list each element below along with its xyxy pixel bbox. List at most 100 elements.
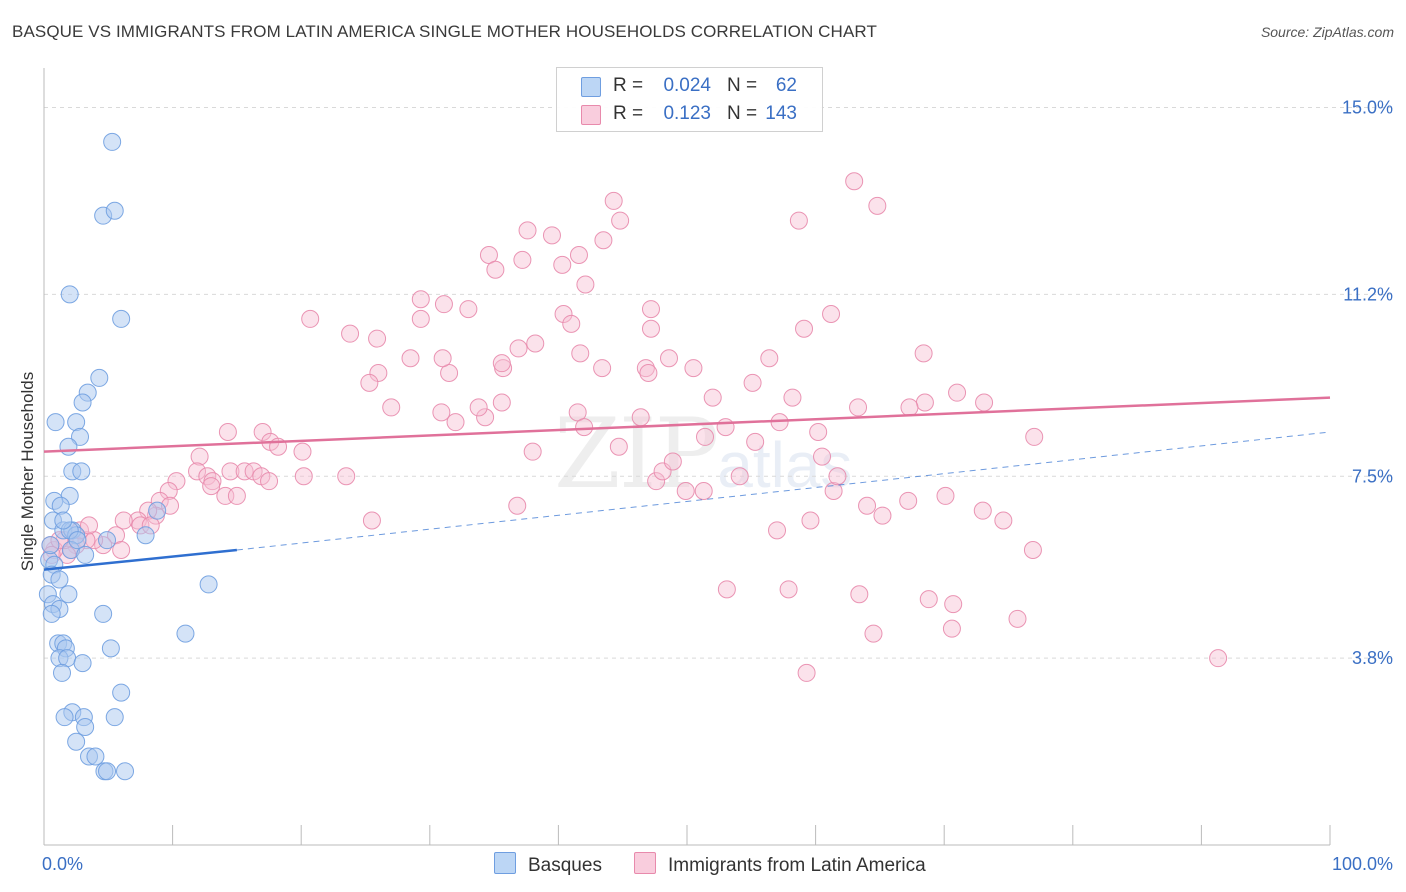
x-tick-label: 100.0% bbox=[1332, 854, 1393, 874]
immigrants-point bbox=[198, 467, 217, 486]
immigrants-point bbox=[1025, 427, 1044, 446]
basques-point bbox=[112, 683, 131, 702]
n-label: N = bbox=[727, 75, 758, 96]
basques-point bbox=[105, 708, 124, 727]
y-tick-label: 3.8% bbox=[1352, 648, 1393, 668]
immigrants-point bbox=[459, 300, 478, 319]
immigrants-point bbox=[509, 339, 528, 358]
immigrants-point bbox=[795, 319, 814, 338]
immigrants-point bbox=[944, 595, 963, 614]
immigrants-point bbox=[604, 191, 623, 210]
immigrants-point bbox=[337, 467, 356, 486]
immigrants-point bbox=[919, 590, 938, 609]
immigrants-point bbox=[542, 226, 561, 245]
immigrants-point bbox=[639, 364, 658, 382]
basques-swatch bbox=[581, 77, 601, 97]
chart-title: BASQUE VS IMMIGRANTS FROM LATIN AMERICA … bbox=[12, 22, 877, 41]
immigrants-point bbox=[369, 364, 388, 382]
basques-point bbox=[112, 309, 131, 328]
y-tick-label: 15.0% bbox=[1342, 98, 1393, 118]
legend-item-immigrants[interactable]: Immigrants from Latin America bbox=[634, 852, 926, 877]
immigrants-point bbox=[641, 319, 660, 338]
basques-point bbox=[76, 718, 95, 736]
immigrants-point bbox=[1008, 609, 1027, 628]
immigrants-point bbox=[112, 541, 131, 559]
immigrants-point bbox=[631, 408, 650, 427]
immigrants-point bbox=[828, 467, 847, 486]
immigrants-point bbox=[641, 300, 660, 319]
immigrants-point bbox=[676, 482, 695, 500]
immigrants-point bbox=[576, 275, 595, 294]
immigrants-point bbox=[260, 472, 279, 491]
watermark-big: ZIP bbox=[554, 398, 719, 510]
basques-point bbox=[94, 604, 113, 623]
immigrants-point bbox=[636, 359, 655, 378]
basques-trend-extension bbox=[236, 431, 1331, 551]
immigrants-point bbox=[849, 398, 868, 417]
immigrants-point bbox=[114, 511, 133, 530]
immigrants-point bbox=[433, 349, 452, 368]
immigrants-point bbox=[575, 418, 594, 437]
watermark: ZIPatlas bbox=[554, 398, 852, 510]
immigrants-point bbox=[973, 501, 992, 520]
immigrants-point bbox=[508, 496, 527, 515]
immigrants-point bbox=[809, 423, 828, 441]
series-legend: Basques Immigrants from Latin America bbox=[0, 850, 1406, 880]
immigrants-point bbox=[663, 452, 682, 471]
immigrants-point bbox=[789, 211, 808, 230]
immigrants-point bbox=[914, 344, 933, 363]
immigrants-point bbox=[411, 290, 430, 309]
immigrants-point bbox=[218, 423, 237, 441]
basques-point bbox=[101, 639, 120, 658]
n-value: 62 bbox=[775, 75, 797, 96]
immigrants-point bbox=[994, 511, 1013, 530]
immigrants-point bbox=[824, 482, 843, 500]
immigrants-point bbox=[469, 398, 488, 417]
immigrants-point bbox=[716, 418, 735, 437]
basques-point bbox=[55, 708, 74, 727]
immigrants-point bbox=[401, 349, 420, 368]
immigrants-point bbox=[382, 398, 401, 417]
basques-point bbox=[53, 663, 72, 682]
basques-point bbox=[73, 393, 92, 412]
basques-point bbox=[105, 201, 124, 220]
basques-point bbox=[103, 132, 122, 151]
basques-point bbox=[42, 604, 61, 623]
immigrants-point bbox=[813, 447, 832, 466]
immigrants-point bbox=[743, 373, 762, 392]
immigrants-point bbox=[341, 324, 360, 343]
basques-point bbox=[67, 413, 86, 432]
legend-item-basques[interactable]: Basques bbox=[494, 852, 602, 877]
basques-point bbox=[60, 285, 79, 304]
immigrants-point bbox=[609, 437, 628, 456]
basques-point bbox=[41, 536, 60, 555]
n-value: 143 bbox=[765, 103, 797, 124]
immigrants-point bbox=[703, 388, 722, 407]
immigrants-point bbox=[434, 295, 453, 314]
basques-point bbox=[98, 531, 117, 550]
immigrants-point bbox=[783, 388, 802, 407]
immigrants-point bbox=[768, 521, 787, 540]
immigrants-point bbox=[167, 472, 186, 491]
immigrants-point bbox=[868, 196, 887, 215]
basques-point bbox=[54, 511, 73, 530]
stats-legend: R = 0.024 N = 62 R = 0.123 N = 143 bbox=[556, 67, 823, 132]
immigrants-point bbox=[858, 496, 877, 515]
immigrants-point bbox=[873, 506, 892, 525]
immigrants-point bbox=[526, 334, 545, 353]
immigrants-point bbox=[301, 309, 320, 328]
immigrants-point bbox=[1209, 649, 1228, 668]
immigrants-point bbox=[845, 172, 864, 191]
basques-point bbox=[98, 762, 117, 781]
immigrants-point bbox=[476, 408, 495, 427]
immigrants-point bbox=[492, 393, 511, 412]
basques-point bbox=[46, 413, 65, 432]
x-tick-label: 0.0% bbox=[42, 854, 83, 874]
immigrants-point bbox=[571, 344, 590, 363]
basques-trend-line bbox=[43, 548, 238, 571]
basques-point bbox=[90, 368, 109, 387]
immigrants-point bbox=[190, 447, 209, 466]
r-label: R = bbox=[613, 75, 644, 96]
immigrants-point bbox=[411, 309, 430, 328]
